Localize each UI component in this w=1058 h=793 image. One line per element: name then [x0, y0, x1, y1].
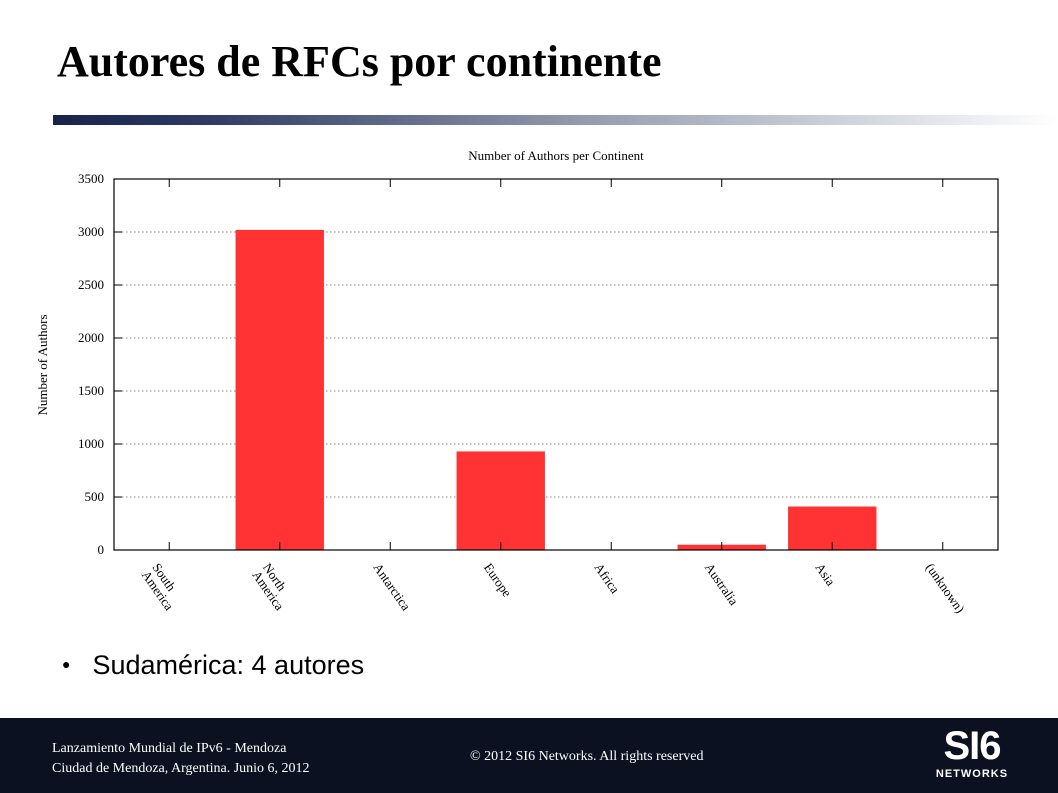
- x-tick-label: Australia: [702, 560, 742, 608]
- logo-sub-text: NETWORKS: [935, 768, 1009, 780]
- x-tick-label: Asia: [812, 560, 838, 588]
- y-tick-label: 3500: [78, 171, 104, 186]
- bar: [235, 229, 324, 550]
- x-tick-label-line: Europe: [481, 560, 515, 600]
- si6-logo: SI6 NETWORKS: [932, 724, 1012, 780]
- y-tick-label: 1000: [78, 436, 104, 451]
- x-tick-label: Africa: [591, 560, 622, 596]
- footer-line-1: Lanzamiento Mundial de IPv6 - Mendoza: [52, 741, 287, 756]
- x-tick-label-line: Antarctica: [370, 560, 413, 613]
- x-tick-label: (unknown): [923, 560, 968, 615]
- x-tick-label: Europe: [481, 560, 515, 600]
- y-tick-label: 1500: [78, 383, 104, 398]
- x-tick-label-line: (unknown): [923, 560, 968, 615]
- slide-title: Autores de RFCs por continente: [57, 37, 662, 86]
- bullet-text: Sudamérica: 4 autores: [92, 650, 365, 680]
- bar-chart: Number of Authors per Continent Number o…: [35, 148, 999, 616]
- bar: [456, 451, 545, 550]
- x-tick-label-line: Asia: [812, 560, 838, 588]
- x-tick-label: Antarctica: [370, 560, 413, 613]
- y-tick-label: 3000: [78, 224, 104, 239]
- y-tick-label: 500: [85, 489, 105, 504]
- x-tick-label-line: Africa: [591, 560, 622, 596]
- bullet-list: ● Sudamérica: 4 autores: [62, 650, 364, 681]
- footer-event-info: Lanzamiento Mundial de IPv6 - Mendoza Ci…: [52, 739, 310, 779]
- x-tick-label-line: Australia: [702, 560, 742, 608]
- bullet-dot: ●: [62, 656, 71, 672]
- y-axis-label: Number of Authors: [35, 314, 50, 415]
- plot-frame: [113, 178, 999, 551]
- footer-line-2: Ciudad de Mendoza, Argentina. Junio 6, 2…: [52, 761, 310, 776]
- footer-copyright: © 2012 SI6 Networks. All rights reserved: [470, 749, 704, 764]
- footer: Lanzamiento Mundial de IPv6 - Mendoza Ci…: [0, 718, 1058, 793]
- y-tick-label: 2500: [78, 277, 104, 292]
- y-tick-label: 2000: [78, 330, 104, 345]
- title-rule: [53, 115, 1058, 125]
- chart-title: Number of Authors per Continent: [468, 148, 644, 163]
- y-tick-label: 0: [98, 542, 105, 557]
- logo-main-text: SI6: [943, 724, 1001, 768]
